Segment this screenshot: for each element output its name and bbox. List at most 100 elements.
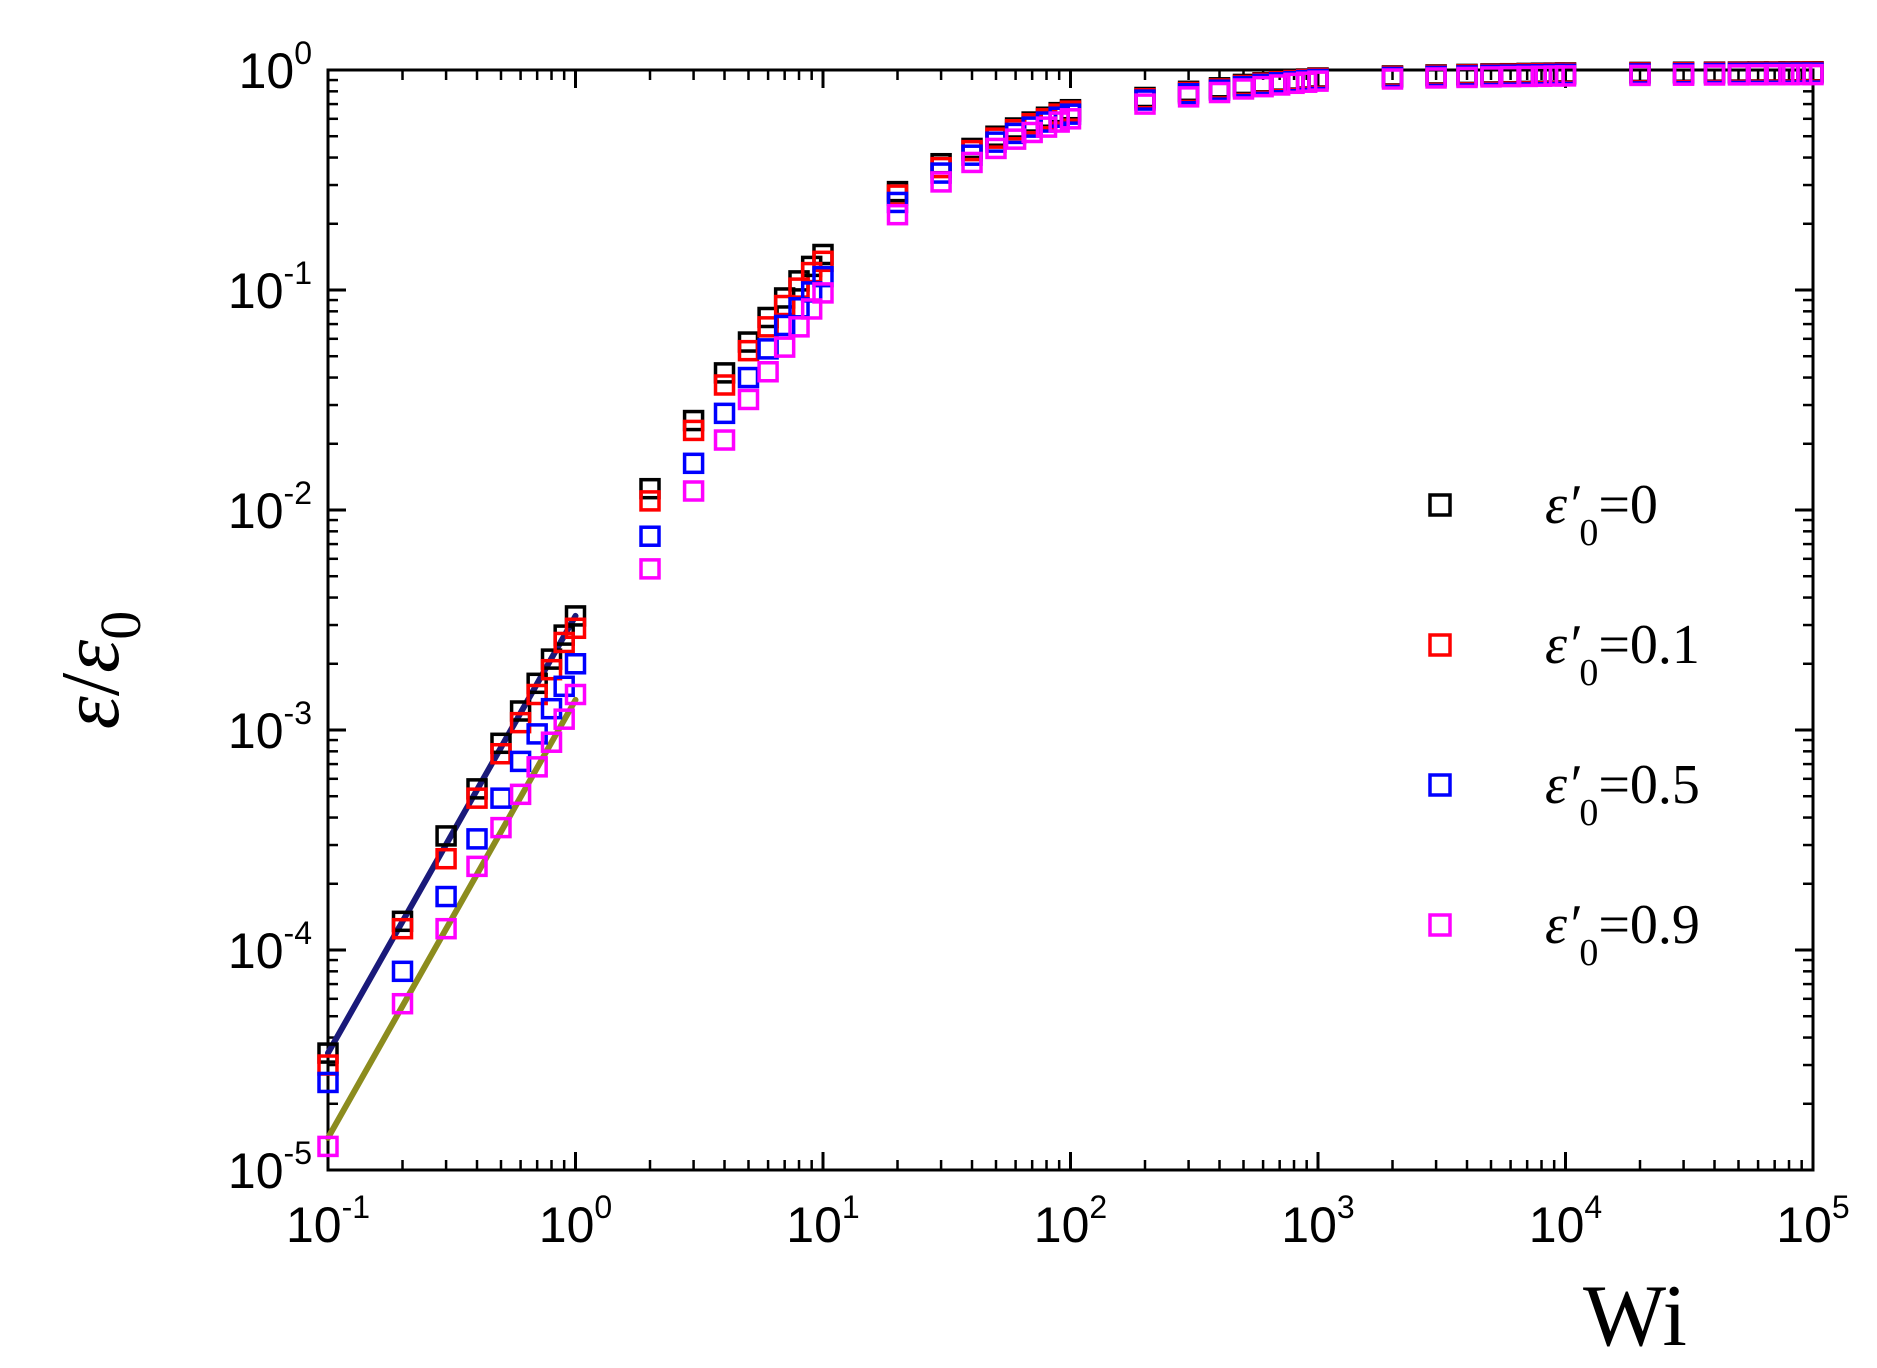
data-point: [526, 672, 548, 695]
x-axis-label: Wi: [1583, 1268, 1687, 1365]
data-point: [1703, 64, 1726, 86]
x-tick-label: 102: [1034, 1189, 1107, 1253]
data-point: [466, 787, 488, 809]
data-point: [526, 683, 548, 706]
data-point: [682, 419, 705, 442]
y-axis-label-slash: /: [44, 672, 137, 696]
data-point: [1295, 71, 1318, 93]
data-point: [1381, 68, 1404, 90]
legend-item: ε′0=0.1: [1428, 614, 1700, 694]
data-point: [1543, 65, 1565, 87]
data-point: [713, 402, 736, 425]
data-point: [317, 1071, 339, 1094]
data-point: [435, 885, 457, 908]
data-point: [466, 855, 488, 878]
legend-label: ε′0=0.9: [1545, 894, 1700, 974]
data-point: [1629, 64, 1651, 87]
x-tick-label: 105: [1776, 1189, 1849, 1253]
data-point: [788, 316, 810, 338]
x-tick-label: 101: [786, 1189, 859, 1253]
major-ticks: [326, 68, 1815, 1172]
data-point: [553, 631, 575, 654]
data-point: [961, 151, 983, 174]
data-point: [1208, 81, 1231, 104]
data-point: [737, 388, 760, 411]
y-tick-labels: 10-5 10-4 10-3 10-2 10-1 100: [228, 35, 312, 1199]
data-point: [812, 250, 834, 273]
data-point: [639, 477, 661, 500]
data-point: [713, 374, 736, 396]
data-point: [1035, 116, 1058, 138]
data-point: [1177, 86, 1200, 108]
legend-label: ε′0=0: [1545, 474, 1658, 554]
legend: ε′0=0 ε′0=0.1 ε′0=0.5 ε′0=0.9: [1428, 474, 1700, 974]
data-point: [682, 480, 705, 502]
x-tick-label: 100: [539, 1189, 612, 1253]
data-point: [930, 171, 952, 193]
legend-marker: [1428, 493, 1452, 517]
data-point: [639, 490, 661, 512]
fit-upper-line: [325, 612, 579, 1057]
legend-label: ε′0=0.5: [1545, 754, 1700, 834]
data-point: [713, 429, 736, 451]
data-point: [490, 787, 512, 809]
legend-item: ε′0=0.9: [1428, 894, 1700, 974]
y-tick-label: 10-2: [228, 475, 312, 539]
data-point: [435, 847, 457, 870]
data-point: [886, 203, 909, 226]
data-point: [639, 525, 661, 547]
data-point: [1554, 65, 1577, 87]
svg-text:ε/ε0: ε/ε0: [44, 611, 153, 730]
data-point: [1425, 67, 1447, 89]
data-point: [317, 1135, 339, 1158]
data-point: [1790, 63, 1813, 86]
legend-item: ε′0=0.5: [1428, 754, 1700, 834]
y-tick-label: 10-5: [228, 1135, 312, 1199]
data-point: [564, 653, 587, 675]
data-point: [800, 298, 823, 320]
data-point: [1059, 108, 1082, 130]
data-point: [1048, 111, 1070, 133]
data-point: [1021, 121, 1043, 144]
data-point: [540, 731, 563, 753]
data-point: [1763, 63, 1786, 86]
series-0: [317, 60, 1824, 1064]
data-point: [1456, 66, 1478, 89]
data-point: [391, 917, 414, 940]
data-point: [682, 452, 705, 475]
data-point: [713, 362, 736, 384]
data-point: [509, 711, 532, 734]
legend-marker: [1428, 633, 1452, 657]
plot-frame: [326, 68, 1815, 1172]
data-point: [1516, 65, 1538, 88]
data-point: [564, 683, 587, 706]
data-point: [435, 825, 457, 847]
data-point: [639, 558, 661, 580]
legend-marker: [1428, 773, 1452, 797]
data-point: [1530, 65, 1553, 87]
y-axis-label: ε/ε0: [44, 611, 153, 730]
data-point: [773, 336, 796, 358]
fit-lines: [325, 612, 579, 1141]
data-point: [737, 366, 760, 389]
data-point: [1307, 70, 1329, 92]
legend-item: ε′0=0: [1428, 474, 1658, 554]
data-point: [526, 756, 548, 778]
data-point: [509, 783, 532, 806]
x-tick-label: 103: [1281, 1189, 1354, 1253]
data-point: [564, 605, 587, 627]
data-point: [435, 917, 457, 940]
minor-ticks: [328, 70, 1813, 1170]
y-axis-label-subscript: 0: [88, 611, 153, 640]
data-point: [757, 361, 779, 383]
data-point: [466, 828, 488, 850]
data-point: [490, 816, 512, 839]
data-point: [812, 282, 834, 304]
data-point: [1268, 74, 1291, 96]
y-tick-label: 10-4: [228, 915, 312, 979]
data-point: [812, 243, 834, 266]
legend-label: ε′0=0.1: [1545, 614, 1700, 694]
data-point: [1134, 93, 1156, 115]
data-point: [1802, 63, 1824, 86]
